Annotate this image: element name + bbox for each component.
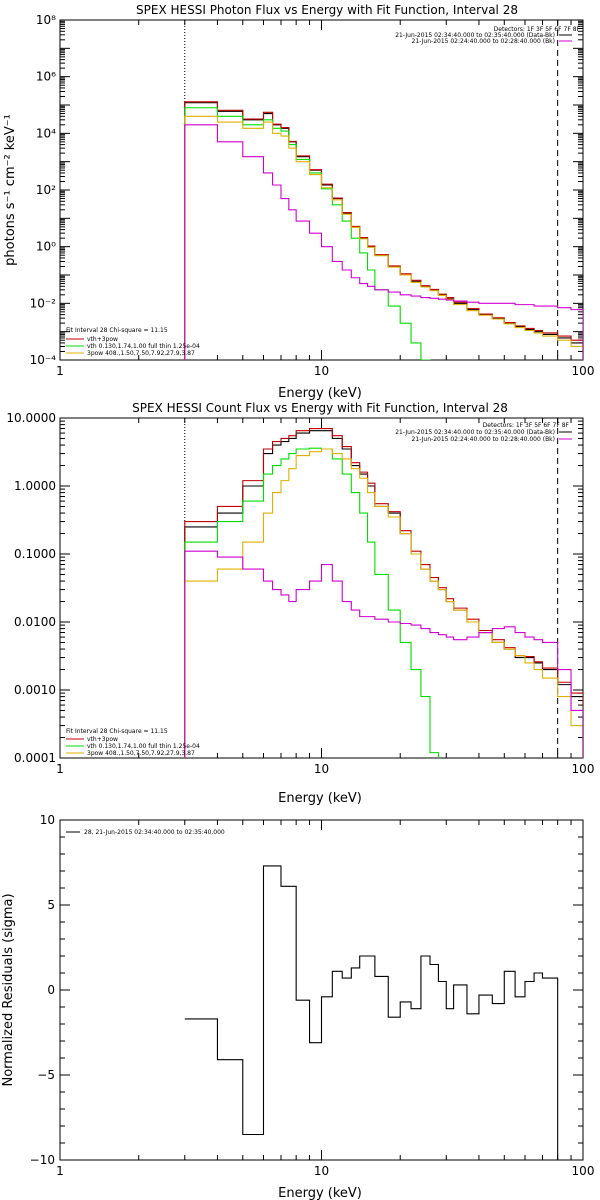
- x-tick-label: 10: [314, 364, 329, 378]
- y-tick-label: 1.0000: [14, 479, 56, 493]
- y-tick-label: 0.1000: [14, 547, 56, 561]
- panel2-detectors: Detectors: 1F 3F 5F 6F 7F 8F: [483, 422, 570, 429]
- y-tick-label: 10.0000: [6, 411, 56, 425]
- y-tick-label: −10: [30, 1153, 55, 1167]
- series-3pow: [184, 115, 583, 360]
- panel1-legend-vth: vth 0.130,1.74,1.00 full thin 1.25e-04: [87, 343, 200, 350]
- y-tick-label: 0.0100: [14, 615, 56, 629]
- series-vth-3pow: [184, 427, 583, 758]
- series-bk: [184, 550, 583, 758]
- panel2-fit-info: Fit Interval 28 Chi-square = 11.15: [66, 728, 168, 735]
- y-tick-label: 10⁻²: [30, 296, 57, 310]
- y-tick-label: 10⁴: [36, 126, 56, 140]
- panel2-legend-data-bk: 21-Jun-2015 02:34:40.000 to 02:35:40.000…: [395, 429, 555, 436]
- panel2-ticks: 1 10 100 0.0001 0.0010 0.0100 0.1000 1.0000 10.0…: [6, 411, 594, 776]
- x-tick-label: 100: [572, 762, 595, 776]
- panel2-legend-3pow: 3pow 408.,1.50,7.50,7.92,27.9,3.87: [87, 750, 195, 757]
- series-vth-3pow: [184, 101, 583, 360]
- panel1-ylabel: photons s⁻¹ cm⁻² keV⁻¹: [3, 114, 18, 266]
- series-3pow: [184, 448, 583, 758]
- panel2-reference-lines: [184, 418, 559, 758]
- panel1-reference-lines: [184, 20, 559, 360]
- x-tick-label: 1: [56, 1164, 64, 1178]
- y-tick-label: 10⁰: [36, 240, 56, 254]
- series-vth: [184, 107, 583, 360]
- y-tick-label: 10⁸: [36, 13, 56, 27]
- panel1-series: [184, 101, 583, 360]
- x-tick-label: 1: [56, 762, 64, 776]
- panel3-series: [184, 865, 559, 1160]
- series-total: [184, 430, 583, 758]
- panel1-detectors: Detectors: 1F 3F 5F 6F 7F 8F: [494, 26, 581, 33]
- y-tick-label: 0.0010: [14, 683, 56, 697]
- panel3-ticks: 1 10 100 10 5 0 −5 −10: [30, 813, 595, 1178]
- panel1-frame: [59, 19, 584, 361]
- panel2-legend-bk: 21-Jun-2015 02:24:40.000 to 02:28:40.000…: [412, 436, 555, 443]
- x-tick-label: 1: [56, 364, 64, 378]
- x-tick-label: 10: [314, 1164, 329, 1178]
- y-tick-label: 10²: [36, 183, 56, 197]
- x-tick-label: 10: [314, 762, 329, 776]
- panel1-legend-bk: 21-Jun-2015 02:24:40.000 to 02:28:40.000…: [412, 38, 555, 45]
- y-tick-label: 10: [40, 813, 55, 827]
- y-tick-label: 5: [47, 898, 55, 912]
- panel1-title: SPEX HESSI Photon Flux vs Energy with Fi…: [136, 3, 518, 17]
- x-tick-label: 100: [572, 364, 595, 378]
- panel2-series: [184, 427, 583, 758]
- panel1-legend-data-bk: 21-Jun-2015 02:34:40.000 to 02:35:40.000…: [395, 32, 555, 39]
- y-tick-label: 10⁻⁴: [30, 353, 57, 367]
- panel1-xlabel: Energy (keV): [278, 386, 362, 401]
- residuals-panel: 1 10 100 10 5 0 −5 −10 Energy (keV) Normalized …: [1, 813, 594, 1200]
- x-tick-label: 100: [572, 1164, 595, 1178]
- count-flux-panel: SPEX HESSI Count Flux vs Energy with Fit…: [6, 401, 594, 806]
- series-28: [184, 865, 559, 1160]
- panel1-fit-info: Fit Interval 28 Chi-square = 11.15: [66, 327, 168, 334]
- panel1-ticks: 1 10 100 10⁻⁴ 10⁻² 10⁰ 10² 10⁴ 10⁶ 10⁸: [30, 13, 595, 378]
- panel2-legend-vth3pow: vth+3pow: [87, 736, 118, 743]
- panel1-legend-3pow: 3pow 408.,1.50,7.50,7.92,27.9,3.87: [87, 350, 195, 357]
- panel3-xlabel: Energy (keV): [278, 1186, 362, 1200]
- panel1-legend-vth3pow: vth+3pow: [87, 336, 118, 343]
- y-tick-label: 10⁶: [36, 70, 56, 84]
- panel2-frame: [59, 417, 584, 759]
- y-tick-label: 0.0001: [14, 751, 56, 765]
- series-bk: [184, 124, 583, 360]
- panel2-legend-vth: vth 0.130,1.74,1.00 full thin 1.25e-04: [87, 743, 200, 750]
- panel3-legend: 28, 21-Jun-2015 02:34:40.000 to 02:35:40…: [84, 829, 225, 836]
- series-total: [184, 102, 583, 360]
- y-tick-label: −5: [37, 1068, 55, 1082]
- series-vth: [184, 447, 583, 758]
- panel2-xlabel: Energy (keV): [278, 791, 362, 806]
- y-tick-label: 0: [47, 983, 55, 997]
- panel3-ylabel: Normalized Residuals (sigma): [1, 893, 16, 1086]
- photon-flux-panel: SPEX HESSI Photon Flux vs Energy with Fi…: [3, 3, 594, 401]
- panel2-title: SPEX HESSI Count Flux vs Energy with Fit…: [132, 401, 508, 415]
